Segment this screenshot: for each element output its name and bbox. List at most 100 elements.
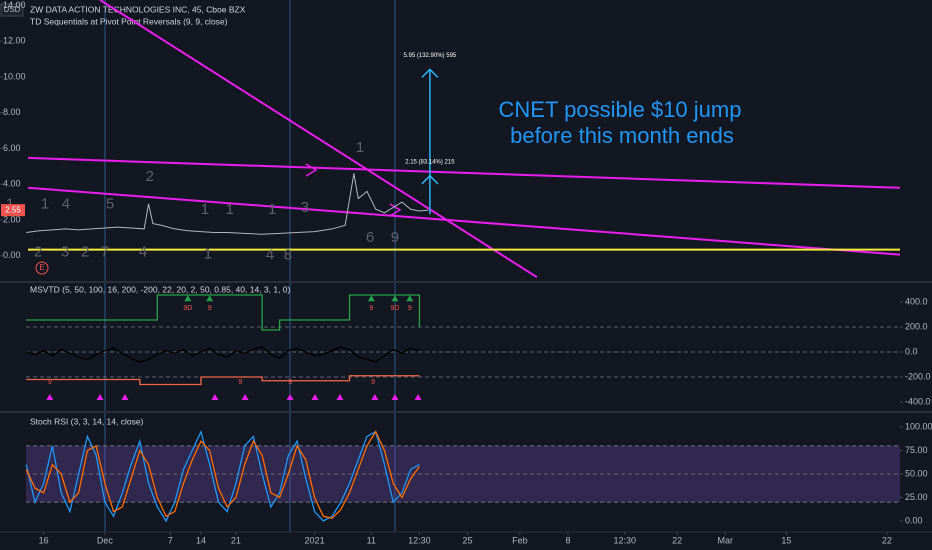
td-count: 1 [356,139,364,156]
measure-arrow [421,174,439,185]
signal-label: 9 [288,379,292,386]
signal-label: 9 [408,305,412,312]
td-count: 1 [226,201,234,218]
td-count: 8 [284,247,292,264]
signal-label: 9 [371,379,375,386]
signal-marker [336,394,344,400]
signal-marker [311,394,319,400]
y-tick-label: 8.00 [3,107,21,117]
last-price-label: 2.55 [5,205,21,214]
y-tick-label: -400.0 [905,396,931,406]
y-tick-label: 12.00 [3,36,26,46]
currency-label: USD [4,5,21,14]
signal-marker [46,394,54,400]
series-line [26,173,429,235]
x-tick-label: 22 [882,535,892,545]
td-count: 2 [34,244,42,261]
y-tick-label: 25.00 [905,492,928,502]
td-count: 4 [62,196,70,213]
x-tick-label: Mar [717,535,733,545]
td-count: 1 [41,196,49,213]
x-tick-label: 25 [462,535,472,545]
signal-marker [391,295,399,302]
y-tick-label: 0.00 [3,250,21,260]
x-tick-label: 11 [367,535,376,545]
msvtd-title: MSVTD (5, 50, 100, 16, 200, -200, 22, 20… [30,284,291,294]
signal-marker [184,295,192,302]
td-count: 1 [268,201,276,218]
y-tick-label: 400.0 [905,296,928,306]
x-tick-label: 16 [39,535,49,545]
stoch-title: Stoch RSI (3, 3, 14, 14, close) [30,416,144,426]
signal-marker [206,295,214,302]
y-tick-label: 10.00 [3,71,26,81]
signal-label: 9D [390,305,399,312]
x-tick-label: 2021 [305,535,325,545]
y-tick-label: 0.0 [905,346,918,356]
line-arrowhead [389,203,402,217]
series-line [26,375,420,386]
y-tick-label: 50.00 [905,468,928,478]
signal-marker [406,295,414,302]
measure-label: 2.15 (83.14%) 215 [405,159,455,165]
line-arrowhead [305,163,318,177]
td-count: 6 [366,229,374,246]
y-tick-label: 4.00 [3,179,21,189]
td-count: 2 [146,168,154,185]
series-line [26,346,420,363]
trend-line [27,156,901,189]
main-subtitle: TD Sequentials at Pivot Point Reversals … [30,16,228,26]
x-tick-label: 12:30 [613,535,636,545]
trend-line [99,0,538,279]
y-tick-label: 2.00 [3,214,21,224]
x-tick-label: 22 [672,535,682,545]
currency-box [0,3,24,17]
signal-marker [371,394,379,400]
td-count: 1 [204,246,212,263]
last-price-tag [1,204,25,217]
x-tick-label: 14 [196,535,206,545]
signal-marker [121,394,129,400]
td-count: 3 [301,199,309,216]
signal-marker [391,394,399,400]
x-tick-label: 21 [231,535,241,545]
earnings-icon[interactable] [35,261,49,275]
x-tick-label: 8 [565,535,570,545]
y-tick-label: 6.00 [3,143,21,153]
td-count: 2 [81,244,89,261]
signal-label: 9 [208,305,212,312]
main-title: ZW DATA ACTION TECHNOLOGIES INC, 45, Cbo… [30,4,246,14]
td-count: 5 [106,196,114,213]
trend-line [27,186,901,256]
y-tick-label: 200.0 [905,321,928,331]
y-tick-label: -200.0 [905,371,931,381]
earnings-label[interactable]: E [39,263,44,272]
signal-label: 9 [238,379,242,386]
signal-marker [414,394,422,400]
series-line [25,429,420,523]
y-tick-label: 75.00 [905,445,928,455]
x-tick-label: 15 [781,535,791,545]
annotation-line: CNET possible $10 jump [499,97,742,122]
td-count: 4 [139,244,147,261]
td-count: 9 [391,229,399,246]
series-line [26,294,421,331]
x-tick-label: Dec [97,535,114,545]
series-line [25,430,420,519]
measure-label: 5.95 (132.90%) 595 [404,53,457,59]
y-tick-label: 100.00 [905,421,932,431]
signal-marker [286,394,294,400]
td-count: 7 [101,244,109,261]
signal-label: 9 [369,305,373,312]
signal-marker [211,394,219,400]
x-tick-label: 7 [168,535,173,545]
y-tick-label: 0.00 [905,515,923,525]
td-count: 3 [61,244,69,261]
x-tick-label: 12:30 [408,535,431,545]
td-count: 4 [266,247,274,264]
td-count: 1 [201,201,209,218]
signal-label: 9D [183,305,192,312]
signal-label: 9 [48,379,52,386]
